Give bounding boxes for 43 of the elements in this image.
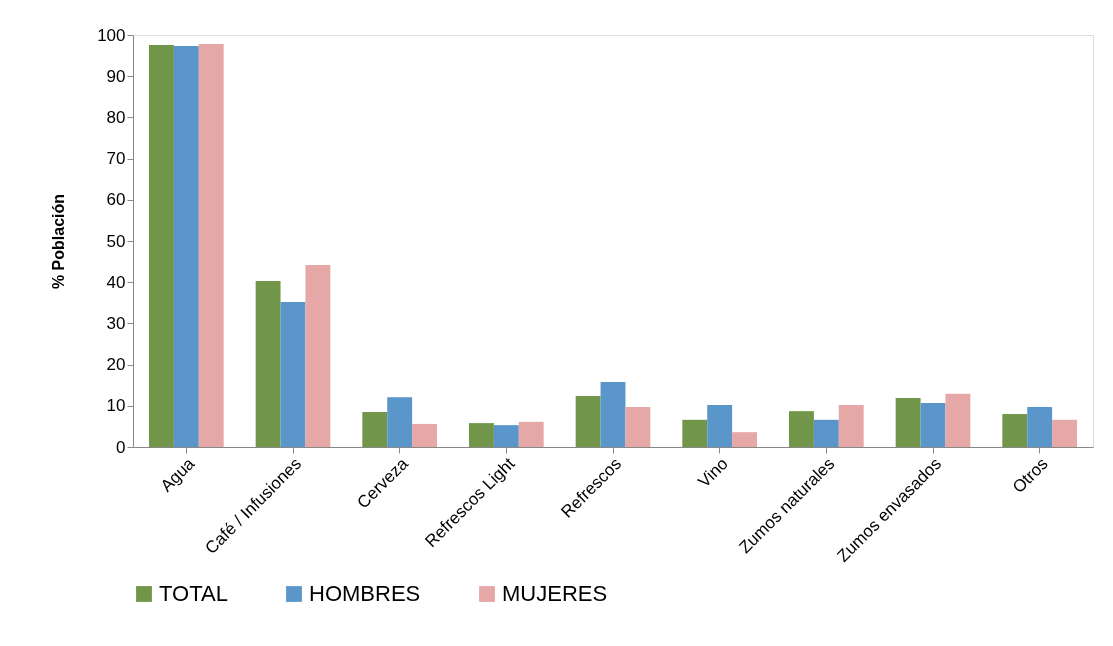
bar — [600, 381, 626, 447]
x-tick-label: Vino — [694, 454, 732, 492]
bar — [895, 397, 921, 447]
bar — [945, 393, 971, 447]
bar — [518, 421, 544, 447]
legend-label: MUJERES — [502, 581, 608, 606]
bar — [173, 46, 199, 447]
bar — [789, 411, 814, 447]
bar — [707, 404, 733, 447]
bar — [920, 402, 946, 447]
bar — [362, 411, 388, 447]
y-tick-label: 30 — [106, 313, 126, 333]
bar — [412, 423, 437, 447]
y-tick-label: 70 — [106, 149, 126, 169]
y-tick-label: 80 — [106, 107, 126, 127]
bar — [682, 419, 708, 447]
bar — [469, 423, 494, 447]
bar — [1052, 419, 1077, 447]
y-tick-label: 40 — [106, 272, 126, 292]
y-tick-label: 60 — [106, 190, 126, 210]
y-tick-label: 10 — [106, 396, 126, 416]
bar — [255, 280, 281, 447]
y-axis-title: % Población — [50, 193, 68, 290]
bar — [1027, 407, 1053, 447]
y-tick-label: 100 — [97, 25, 126, 45]
legend-label: TOTAL — [159, 581, 228, 606]
bar — [732, 432, 757, 447]
bar — [838, 404, 864, 447]
y-tick-label: 90 — [106, 66, 126, 86]
y-tick-label: 20 — [106, 355, 126, 375]
y-tick-label: 0 — [116, 437, 126, 457]
bar — [813, 419, 839, 447]
legend-label: HOMBRES — [309, 581, 421, 606]
y-tick-label: 50 — [106, 231, 126, 251]
bar — [575, 395, 601, 447]
bar — [625, 407, 651, 447]
bar — [280, 301, 306, 447]
bar — [198, 44, 224, 447]
bar — [149, 44, 174, 447]
bar — [1002, 414, 1028, 447]
bar — [387, 397, 413, 447]
bar — [305, 264, 331, 447]
bar — [493, 425, 519, 447]
